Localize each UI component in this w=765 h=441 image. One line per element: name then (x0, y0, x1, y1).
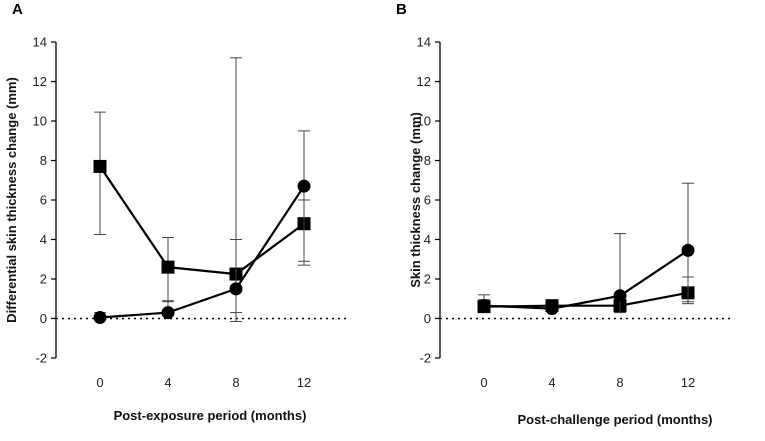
y-tick-label: 10 (417, 114, 431, 129)
y-tick-label: 14 (33, 35, 47, 50)
data-point-circle (229, 282, 243, 296)
data-point-circle (297, 179, 311, 193)
y-tick-label: 0 (424, 311, 431, 326)
series-square (93, 111, 311, 314)
series-circle (477, 182, 695, 316)
panel-label: B (396, 1, 407, 18)
data-point-circle (613, 289, 627, 303)
y-tick-label: 14 (417, 35, 431, 50)
y-axis-title: Skin thickness change (mm) (408, 112, 423, 288)
series-line-square (99, 165, 305, 276)
x-tick-label: 4 (164, 375, 171, 390)
y-tick-label: 12 (417, 74, 431, 89)
x-tick-label: 12 (297, 375, 311, 390)
y-tick-label: 0 (40, 311, 47, 326)
data-point-square (93, 159, 107, 173)
y-axis-title: Differential skin thickness change (mm) (4, 77, 19, 323)
data-point-circle (545, 302, 559, 316)
data-point-square (161, 260, 175, 274)
x-axis-title: Post-exposure period (months) (114, 408, 307, 423)
series-circle (93, 57, 311, 325)
data-point-circle (681, 243, 695, 257)
data-point-circle (93, 311, 107, 325)
y-tick-label: 4 (40, 232, 47, 247)
y-tick-label: -2 (419, 351, 431, 366)
x-tick-label: 4 (548, 375, 555, 390)
x-tick-label: 0 (96, 375, 103, 390)
y-tick-label: 8 (40, 153, 47, 168)
y-tick-label: 2 (40, 272, 47, 287)
series-line-circle (99, 185, 305, 319)
y-tick-label: 8 (424, 153, 431, 168)
x-axis-title: Post-challenge period (months) (517, 412, 712, 427)
y-tick-label: 2 (424, 272, 431, 287)
y-tick-label: 6 (40, 193, 47, 208)
x-tick-label: 12 (681, 375, 695, 390)
panel-a: A -2 0 2 4 6 8 10 12 14 0 4 8 12 Differential skin thi… (4, 1, 346, 423)
data-point-circle (161, 306, 175, 320)
x-tick-label: 8 (232, 375, 239, 390)
series-line-circle (483, 249, 689, 310)
panel-b: B -2 0 2 4 6 8 10 12 14 0 4 8 12 Skin thickness change… (396, 1, 730, 427)
y-tick-label: 12 (33, 74, 47, 89)
y-tick-label: 10 (33, 114, 47, 129)
panel-label: A (12, 1, 23, 18)
y-tick-label: 4 (424, 232, 431, 247)
x-tick-label: 0 (480, 375, 487, 390)
x-tick-label: 8 (616, 375, 623, 390)
data-point-circle (477, 299, 491, 313)
series-line-square (483, 291, 689, 308)
y-tick-label: 6 (424, 193, 431, 208)
y-tick-label: -2 (35, 351, 47, 366)
